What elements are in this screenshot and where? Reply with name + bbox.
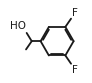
Text: F: F	[72, 65, 78, 75]
Text: F: F	[72, 8, 78, 18]
Text: HO: HO	[10, 21, 26, 31]
